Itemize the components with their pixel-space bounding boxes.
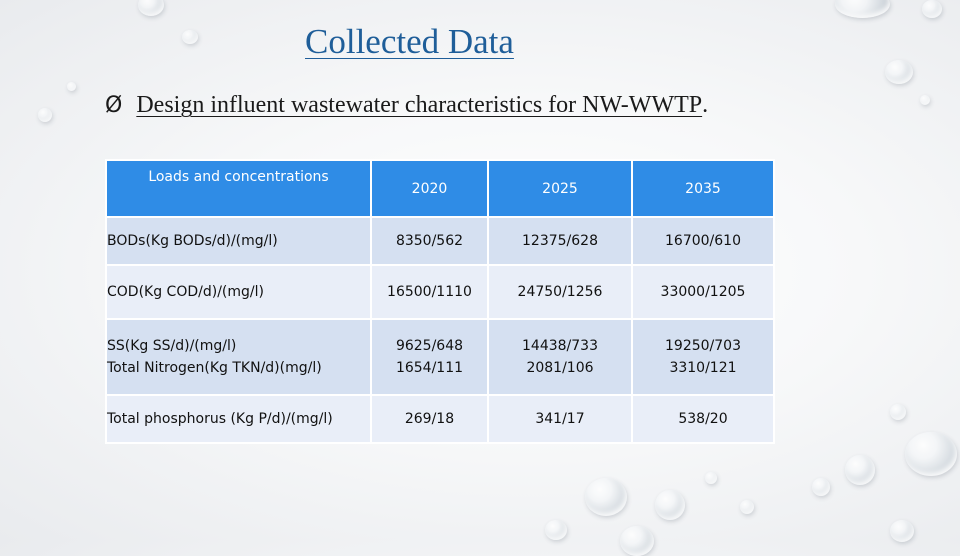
row-label-line: Total Nitrogen(Kg TKN/d)(mg/l)	[107, 360, 322, 376]
row-label: Total phosphorus (Kg P/d)/(mg/l)	[105, 394, 372, 444]
cell-value: 24750/1256	[487, 264, 633, 320]
water-drop	[812, 478, 830, 496]
table-row: BODs(Kg BODs/d)/(mg/l) 8350/562 12375/62…	[105, 216, 775, 266]
water-drop	[920, 95, 930, 105]
water-drop	[38, 108, 52, 122]
table-row: Total phosphorus (Kg P/d)/(mg/l) 269/18 …	[105, 394, 775, 444]
water-drop	[585, 478, 627, 516]
water-drop	[845, 455, 875, 485]
cell-value: 19250/703 3310/121	[631, 318, 775, 396]
water-drop	[890, 404, 906, 420]
cell-value: 16500/1110	[370, 264, 489, 320]
water-drop	[138, 0, 164, 16]
table-row: COD(Kg COD/d)/(mg/l) 16500/1110 24750/12…	[105, 264, 775, 320]
cell-value-line: 3310/121	[669, 360, 737, 376]
cell-value-line: 19250/703	[665, 338, 741, 354]
water-drop	[545, 520, 567, 540]
cell-value-line: 1654/111	[395, 360, 464, 376]
table-row: SS(Kg SS/d)/(mg/l) Total Nitrogen(Kg TKN…	[105, 318, 775, 396]
characteristics-table: Loads and concentrations 2020 2025 2035 …	[105, 159, 775, 444]
bullet-text: Design influent wastewater characteristi…	[136, 92, 703, 118]
water-drop	[620, 526, 654, 556]
bullet-line: Ø Design influent wastewater characteris…	[105, 92, 708, 119]
cell-value-line: 14438/733	[522, 338, 598, 354]
water-drop	[182, 30, 198, 44]
water-drop	[835, 0, 890, 18]
water-drop	[67, 82, 76, 91]
row-label: SS(Kg SS/d)/(mg/l) Total Nitrogen(Kg TKN…	[105, 318, 372, 396]
cell-value: 538/20	[631, 394, 775, 444]
cell-value: 9625/648 1654/111	[370, 318, 489, 396]
water-drop	[740, 500, 754, 514]
water-drop	[705, 472, 717, 484]
header-2025: 2025	[487, 159, 633, 218]
cell-value: 12375/628	[487, 216, 633, 266]
slide-title: Collected Data	[305, 22, 514, 61]
header-2035: 2035	[631, 159, 775, 218]
cell-value-line: 9625/648	[395, 338, 464, 354]
cell-value: 33000/1205	[631, 264, 775, 320]
table-header-row: Loads and concentrations 2020 2025 2035	[105, 159, 775, 218]
water-drop	[885, 60, 913, 84]
header-2020: 2020	[370, 159, 489, 218]
header-loads: Loads and concentrations	[105, 159, 372, 218]
cell-value: 16700/610	[631, 216, 775, 266]
water-drop	[890, 520, 914, 542]
row-label-line: SS(Kg SS/d)/(mg/l)	[107, 338, 237, 354]
cell-value: 14438/733 2081/106	[487, 318, 633, 396]
water-drop	[655, 490, 685, 520]
water-drop	[905, 432, 957, 476]
cell-value: 269/18	[370, 394, 489, 444]
row-label: BODs(Kg BODs/d)/(mg/l)	[105, 216, 372, 266]
cell-value: 8350/562	[370, 216, 489, 266]
water-drop	[922, 0, 942, 18]
arrow-bullet-icon: Ø	[105, 93, 123, 118]
cell-value: 341/17	[487, 394, 633, 444]
bullet-period: .	[702, 92, 709, 118]
cell-value-line: 2081/106	[526, 360, 594, 376]
row-label: COD(Kg COD/d)/(mg/l)	[105, 264, 372, 320]
